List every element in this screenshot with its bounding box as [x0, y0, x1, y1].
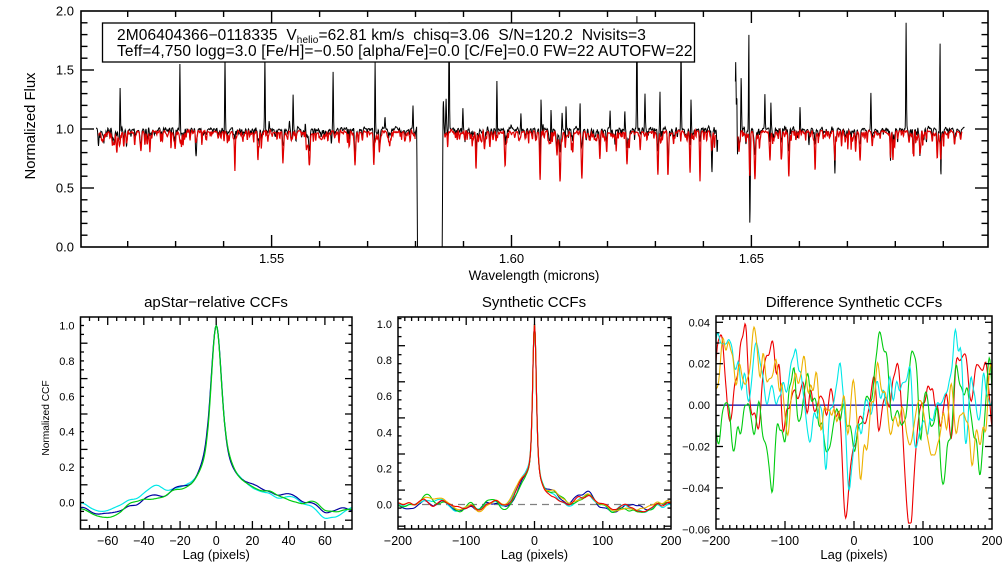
svg-text:−200: −200	[384, 534, 412, 548]
svg-text:0.8: 0.8	[377, 355, 392, 367]
svg-text:Lag (pixels): Lag (pixels)	[501, 547, 568, 562]
svg-text:0.4: 0.4	[377, 427, 392, 439]
svg-text:0.4: 0.4	[59, 427, 74, 439]
svg-text:40: 40	[282, 534, 296, 548]
svg-text:0.8: 0.8	[59, 356, 74, 368]
svg-text:200: 200	[661, 534, 682, 548]
svg-text:Normalized CCF: Normalized CCF	[41, 380, 52, 455]
svg-text:0.0: 0.0	[377, 500, 392, 512]
svg-text:−40: −40	[133, 534, 154, 548]
svg-text:Wavelength (microns): Wavelength (microns)	[469, 268, 600, 283]
svg-text:Difference Synthetic CCFs: Difference Synthetic CCFs	[766, 294, 942, 311]
svg-text:0.04: 0.04	[689, 317, 710, 329]
svg-text:Synthetic CCFs: Synthetic CCFs	[482, 294, 586, 311]
svg-text:0.02: 0.02	[689, 359, 710, 371]
svg-text:−20: −20	[169, 534, 190, 548]
svg-text:−100: −100	[452, 534, 480, 548]
svg-text:20: 20	[245, 534, 259, 548]
svg-text:0.2: 0.2	[59, 462, 74, 474]
svg-text:0.5: 0.5	[56, 181, 74, 196]
svg-text:−100: −100	[771, 534, 799, 548]
svg-text:2M06404366−0118335 Vhelio=62.: 2M06404366−0118335 Vhelio=62.81 km/s chi…	[117, 27, 646, 46]
svg-text:−0.04: −0.04	[682, 483, 710, 495]
svg-text:1.65: 1.65	[739, 251, 764, 266]
svg-text:0: 0	[531, 534, 538, 548]
svg-text:Normalized Flux: Normalized Flux	[23, 72, 39, 179]
svg-text:Lag (pixels): Lag (pixels)	[183, 547, 250, 562]
svg-text:0.0: 0.0	[56, 240, 74, 255]
svg-text:2.0: 2.0	[56, 4, 74, 19]
svg-text:Teff=4,750 logg=3.0 [Fe/H]=−0.: Teff=4,750 logg=3.0 [Fe/H]=−0.50 [alpha/…	[117, 43, 693, 60]
svg-text:0.6: 0.6	[59, 391, 74, 403]
svg-text:Lag (pixels): Lag (pixels)	[820, 547, 887, 562]
svg-text:0.0: 0.0	[59, 498, 74, 510]
svg-text:apStar−relative CCFs: apStar−relative CCFs	[144, 294, 288, 311]
svg-text:1.0: 1.0	[59, 321, 74, 333]
svg-text:0.6: 0.6	[377, 391, 392, 403]
svg-text:−0.06: −0.06	[682, 524, 710, 536]
svg-text:0: 0	[851, 534, 858, 548]
svg-text:60: 60	[318, 534, 332, 548]
svg-text:1.5: 1.5	[56, 63, 74, 78]
svg-text:0.2: 0.2	[377, 463, 392, 475]
svg-text:−60: −60	[97, 534, 118, 548]
svg-text:100: 100	[592, 534, 613, 548]
svg-text:1.0: 1.0	[56, 122, 74, 137]
svg-text:1.55: 1.55	[259, 251, 284, 266]
svg-text:0: 0	[213, 534, 220, 548]
svg-text:200: 200	[982, 534, 1003, 548]
svg-text:−200: −200	[702, 534, 730, 548]
svg-text:100: 100	[913, 534, 934, 548]
svg-text:1.60: 1.60	[499, 251, 524, 266]
svg-text:1.0: 1.0	[377, 319, 392, 331]
svg-text:0.00: 0.00	[689, 400, 710, 412]
svg-text:−0.02: −0.02	[682, 442, 710, 454]
